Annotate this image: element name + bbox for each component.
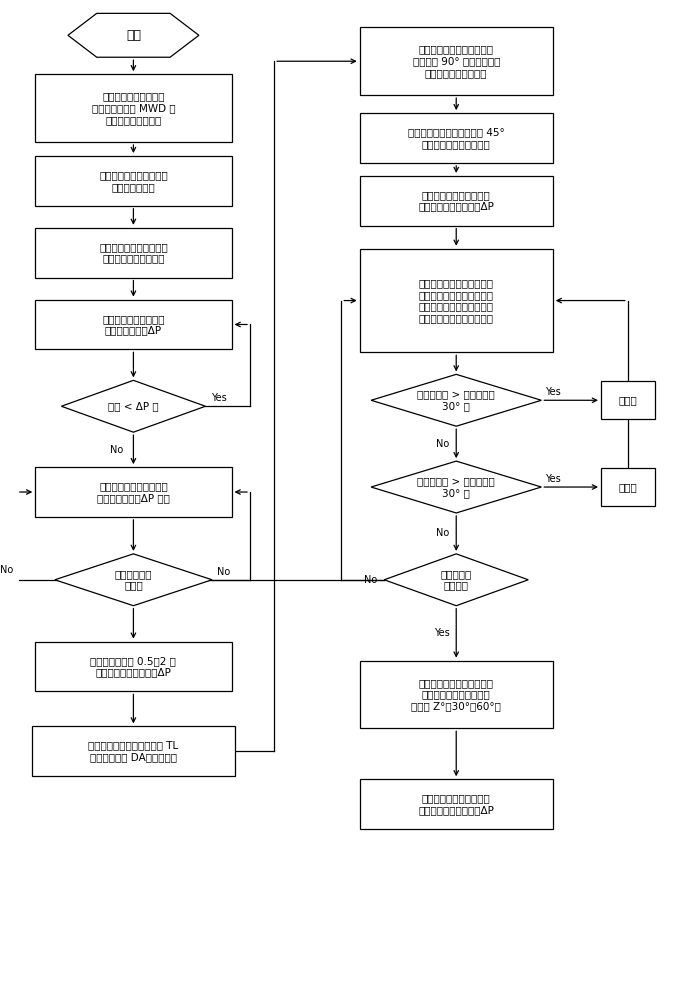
Bar bbox=[360, 661, 553, 728]
Polygon shape bbox=[371, 374, 541, 426]
Bar bbox=[601, 381, 655, 419]
Text: 旋转钻进与滑动钻进相
互进行，马达和 MWD 工
具已接在井底钻具上: 旋转钻进与滑动钻进相 互进行，马达和 MWD 工 具已接在井底钻具上 bbox=[92, 91, 176, 125]
Text: 以恒定的地面机械钻速控
制绞车保持压差ΔP 钻进: 以恒定的地面机械钻速控 制绞车保持压差ΔP 钻进 bbox=[97, 481, 170, 503]
Text: No: No bbox=[0, 565, 14, 575]
Text: 开始: 开始 bbox=[126, 29, 141, 42]
Text: 左冲撞: 左冲撞 bbox=[618, 482, 637, 492]
Text: 开始旋转钻柱，钻头离底
循环至钻进流速: 开始旋转钻柱，钻头离底 循环至钻进流速 bbox=[99, 170, 168, 192]
Bar bbox=[360, 113, 553, 163]
Bar bbox=[360, 176, 553, 226]
Text: 当工具面角度稳定接近目标
工具面角度时，通过增加或
减小压差的方法，保持工具
面角度在目标角度滑动钻进: 当工具面角度稳定接近目标 工具面角度时，通过增加或 减小压差的方法，保持工具 面… bbox=[418, 278, 493, 323]
Bar bbox=[360, 27, 553, 95]
Text: 通过以恒定的地面机械钻
速控制绞车保持压差在ΔP: 通过以恒定的地面机械钻 速控制绞车保持压差在ΔP bbox=[418, 190, 494, 212]
Text: Yes: Yes bbox=[434, 628, 450, 638]
Text: 开始旋转钻柱至旋转钻进
转速，同时保持压差在ΔP: 开始旋转钻柱至旋转钻进 转速，同时保持压差在ΔP bbox=[418, 793, 494, 815]
Polygon shape bbox=[371, 461, 541, 513]
Text: 当工具面角度在目标工具面
角度前约 90° 时，停止顶驱
旋转，并停止下放钻柱: 当工具面角度在目标工具面 角度前约 90° 时，停止顶驱 旋转，并停止下放钻柱 bbox=[412, 45, 500, 78]
Text: No: No bbox=[364, 575, 377, 585]
Text: 压差 < ΔP ？: 压差 < ΔP ？ bbox=[108, 401, 159, 411]
Bar bbox=[35, 74, 232, 142]
Text: 工具面角度 > 目标角度右
30° ？: 工具面角度 > 目标角度右 30° ？ bbox=[417, 476, 495, 498]
Bar bbox=[360, 249, 553, 352]
Text: 缓慢下放钻柱，直到泥
浆马达最佳压差ΔP: 缓慢下放钻柱，直到泥 浆马达最佳压差ΔP bbox=[102, 314, 165, 335]
Text: Yes: Yes bbox=[545, 474, 560, 484]
Polygon shape bbox=[384, 554, 529, 606]
Polygon shape bbox=[61, 380, 205, 432]
Text: 当工具面角度在目标角度的 45°
范围内时，开始下放钻柱: 当工具面角度在目标角度的 45° 范围内时，开始下放钻柱 bbox=[408, 127, 505, 149]
Bar bbox=[35, 300, 232, 349]
Text: 右冲撞: 右冲撞 bbox=[618, 395, 637, 405]
Polygon shape bbox=[68, 13, 199, 57]
Text: 工具面角度 > 目标角度左
30° ？: 工具面角度 > 目标角度左 30° ？ bbox=[417, 389, 495, 411]
Text: 监视工具面、监测钻杆扭矩 TL
和钻杆方向角 DA，保存数据: 监视工具面、监测钻杆扭矩 TL 和钻杆方向角 DA，保存数据 bbox=[88, 740, 178, 762]
Text: 转换到滑动钻
进吗？: 转换到滑动钻 进吗？ bbox=[115, 569, 152, 591]
Bar bbox=[35, 156, 232, 206]
Text: Yes: Yes bbox=[211, 393, 226, 403]
Bar bbox=[360, 779, 553, 829]
Polygon shape bbox=[55, 554, 212, 606]
Bar bbox=[32, 726, 235, 776]
Text: 稳定转速至钻进转速，确
定离底泵压存储并显示: 稳定转速至钻进转速，确 定离底泵压存储并显示 bbox=[99, 242, 168, 263]
Bar bbox=[35, 467, 232, 517]
Bar bbox=[601, 468, 655, 506]
Text: 放慢顶驱转速到 0.5－2 转
每分钟，同时保持压差ΔP: 放慢顶驱转速到 0.5－2 转 每分钟，同时保持压差ΔP bbox=[90, 656, 176, 677]
Text: No: No bbox=[110, 445, 124, 455]
Text: 停止下放钻柱，停止自动转
动作业，直到工具面角向
右转动 Z°（30°－60°）: 停止下放钻柱，停止自动转 动作业，直到工具面角向 右转动 Z°（30°－60°） bbox=[411, 678, 501, 711]
Text: No: No bbox=[437, 528, 450, 538]
Text: Yes: Yes bbox=[545, 387, 560, 397]
Bar bbox=[35, 642, 232, 691]
Text: 转换到旋转
钻进吗？: 转换到旋转 钻进吗？ bbox=[441, 569, 472, 591]
Bar bbox=[35, 228, 232, 278]
Text: No: No bbox=[437, 439, 450, 449]
Text: No: No bbox=[217, 567, 230, 577]
